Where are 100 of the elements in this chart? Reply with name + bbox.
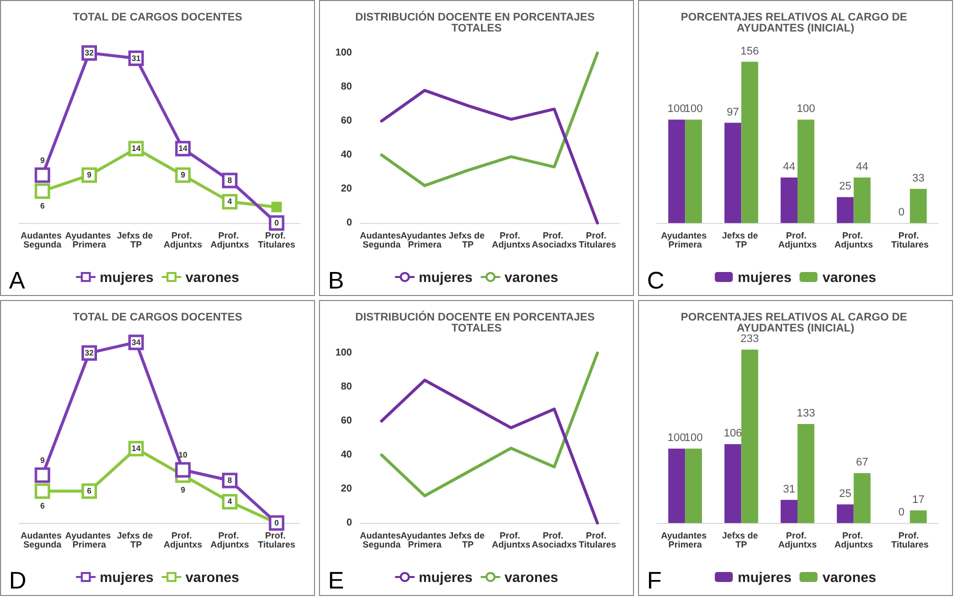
bar: [854, 473, 871, 523]
bar: [910, 510, 927, 523]
data-label: 31: [782, 483, 796, 496]
data-label: 0: [274, 518, 280, 528]
line-series: [380, 352, 599, 498]
data-label: 14: [132, 444, 142, 454]
data-label: 0: [274, 218, 280, 228]
data-label: 67: [856, 456, 868, 469]
x-tick-label: Ayudantes Primera: [65, 530, 114, 550]
chart-title: DISTRIBUCIÓN DOCENTE EN PORCENTAJES TOTALES: [355, 310, 598, 334]
point: [175, 462, 191, 478]
data-label: 100: [667, 103, 686, 116]
x-tick-label: Prof. Adjuntxs: [778, 230, 817, 250]
bar: [668, 120, 686, 223]
y-tick-label: 20: [340, 484, 352, 494]
x-tick-label: Jefxs de TP: [722, 530, 761, 550]
data-label: 9: [87, 170, 92, 180]
data-label: 4: [228, 497, 233, 506]
point: [222, 494, 238, 510]
text: E: [328, 568, 344, 594]
x-tick-label: Audantes Segunda: [20, 230, 64, 250]
x-tick-label: Audantes Segunda: [20, 530, 64, 550]
legend-label: mujeres: [738, 569, 792, 585]
x-tick-label: Jefxs de TP: [448, 230, 488, 250]
x-tick-label: Prof. Titulares: [891, 530, 929, 550]
data-label: 6: [40, 501, 46, 510]
data-label: 0: [898, 206, 905, 218]
y-tick-label: 100: [335, 348, 352, 358]
data-label: 100: [796, 103, 816, 116]
x-tick-label: Jefxs de TP: [722, 230, 761, 250]
bar: [798, 424, 814, 523]
data-label: 14: [132, 144, 142, 154]
y-tick-label: 80: [340, 382, 352, 392]
chart-title: TOTAL DE CARGOS DOCENTES: [72, 312, 242, 324]
y-tick-label: 60: [340, 416, 352, 426]
line-series: [380, 378, 599, 524]
legend-label: mujeres: [100, 569, 154, 585]
data-label: 9: [40, 456, 46, 465]
x-tick-label: Prof. Adjuntxs: [164, 530, 202, 550]
data-label: 156: [740, 45, 759, 58]
data-label: 100: [684, 432, 703, 444]
bar: [741, 350, 758, 523]
x-tick-label: Prof. Adjuntxs: [834, 230, 873, 250]
x-tick-label: Prof. Adjuntxs: [492, 530, 530, 550]
data-label: 44: [782, 161, 796, 174]
chart-title: PORCENTAJES RELATIVOS AL CARGO DE AYUDANTES (INICIAL): [680, 312, 910, 334]
y-tick-label: 20: [340, 184, 352, 194]
x-tick-label: Prof. Titulares: [258, 230, 296, 250]
data-label: 33: [912, 172, 924, 184]
y-tick-label: 60: [340, 116, 352, 126]
x-tick-label: Prof. Adjuntxs: [210, 530, 250, 550]
x-tick-label: Prof. Adjuntxs: [164, 230, 202, 250]
data-label: 14: [178, 144, 188, 154]
legend-label: mujeres: [418, 269, 473, 285]
data-label: 106: [724, 428, 742, 440]
x-tick-label: Prof. Titulares: [578, 230, 616, 250]
y-tick-label: 40: [340, 450, 352, 460]
legend-label: mujeres: [418, 569, 473, 585]
point: [268, 515, 284, 531]
x-tick-label: Prof. Titulares: [258, 530, 296, 550]
x-tick-label: Prof. Adjuntxs: [834, 530, 873, 550]
data-label: 97: [726, 106, 739, 118]
point: [222, 194, 238, 210]
bar: [685, 448, 702, 523]
x-tick-label: Prof. Adjuntxs: [210, 230, 250, 250]
data-label: 6: [87, 486, 92, 496]
bar: [798, 120, 814, 223]
legend-label: varones: [186, 269, 240, 285]
x-tick-label: Ayudantes Primera: [400, 230, 449, 250]
x-tick-label: Ayudantes Primera: [400, 530, 449, 550]
y-tick-label: 40: [340, 150, 352, 160]
point: [34, 183, 50, 199]
bar: [780, 500, 798, 523]
data-label: 100: [684, 103, 703, 116]
legend-label: varones: [822, 569, 876, 585]
bar: [741, 62, 758, 223]
legend-label: varones: [504, 269, 558, 285]
point: [34, 483, 50, 499]
text: C: [647, 268, 664, 294]
data-label: 8: [228, 176, 233, 185]
bar: [685, 120, 702, 223]
text: D: [9, 568, 26, 594]
y-tick-label: 0: [346, 518, 352, 528]
text: F: [647, 568, 662, 594]
data-label: 6: [40, 201, 46, 210]
data-label: 10: [178, 450, 188, 460]
bar: [780, 178, 798, 223]
bar: [836, 504, 854, 523]
data-label: 9: [40, 156, 46, 165]
bar: [668, 448, 686, 523]
data-label: 44: [856, 161, 868, 174]
point: [268, 215, 284, 231]
data-label: 34: [132, 338, 142, 347]
data-label: 0: [898, 506, 905, 518]
x-tick-label: Prof. Titulares: [578, 530, 616, 550]
legend-label: mujeres: [100, 269, 154, 285]
data-label: 133: [796, 408, 816, 420]
x-tick-label: Prof. Adjuntxs: [778, 530, 817, 550]
data-label: 31: [132, 54, 142, 63]
text: B: [328, 268, 344, 294]
